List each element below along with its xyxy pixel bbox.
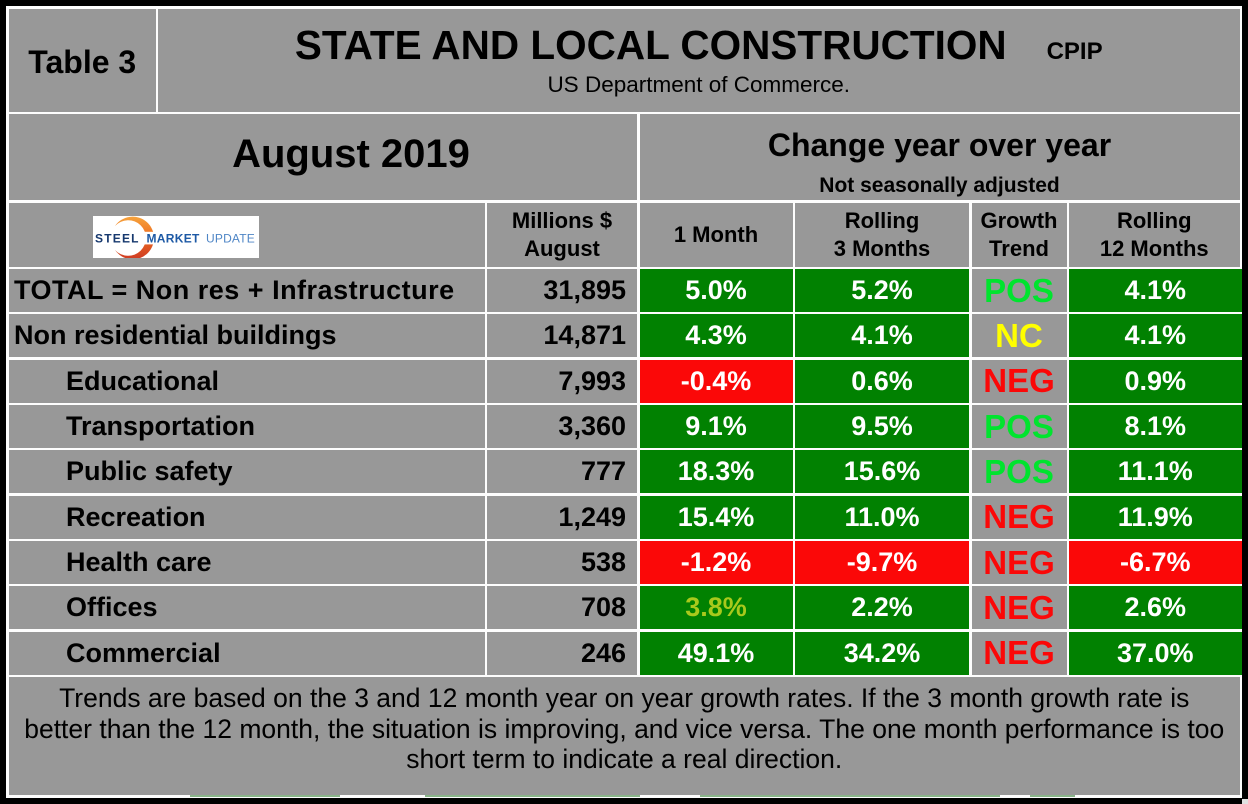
svg-text:STEEL: STEEL bbox=[95, 232, 140, 246]
svg-text:MARKET: MARKET bbox=[147, 232, 200, 246]
svg-text:UPDATE: UPDATE bbox=[206, 232, 255, 246]
